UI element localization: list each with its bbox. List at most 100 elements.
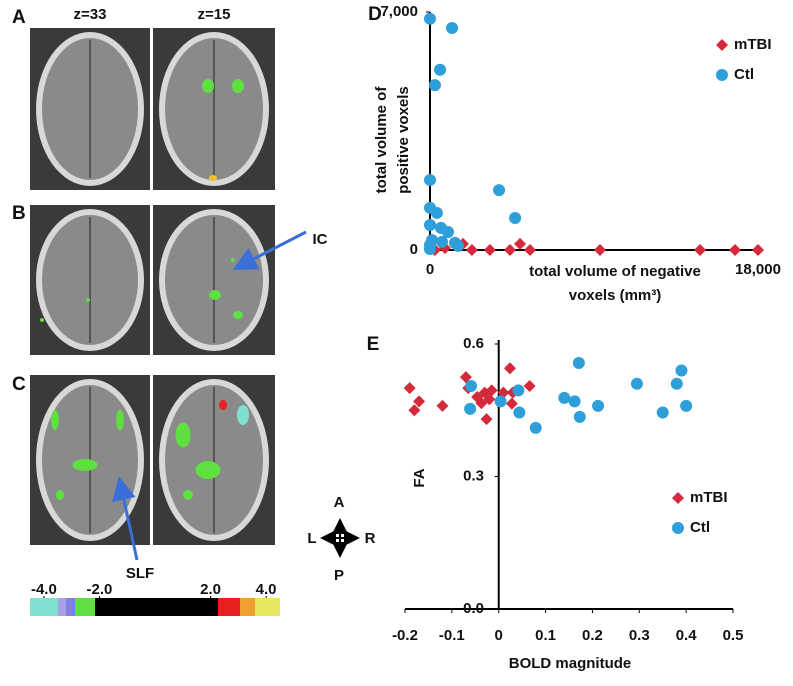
point (452, 239, 465, 252)
point (475, 397, 488, 410)
point (523, 379, 536, 392)
point (592, 399, 605, 412)
colorbar-tick-label: 2.0 (200, 581, 221, 598)
x-axis-label: voxels (mm³) (569, 287, 662, 304)
point (509, 212, 522, 225)
point (573, 410, 586, 423)
orientation: P (334, 567, 344, 584)
y-tick-label: 7,000 (380, 3, 418, 20)
point (594, 244, 607, 256)
point (675, 364, 688, 377)
y-tick-label: 0.3 (463, 467, 484, 484)
activation (232, 79, 244, 93)
x-tick-label: 0 (426, 261, 434, 278)
activation (116, 410, 124, 430)
point (529, 421, 542, 434)
brain-slice (30, 28, 150, 190)
x-tick-label: 0.3 (629, 627, 650, 644)
point (424, 173, 436, 186)
point (572, 356, 585, 369)
slice-label: z=33 (74, 6, 107, 23)
point (524, 244, 537, 256)
legend-marker (716, 69, 728, 81)
point (413, 395, 426, 408)
activation (209, 175, 217, 181)
point (694, 244, 707, 256)
activation (40, 318, 44, 322)
point (428, 79, 441, 92)
point (512, 384, 525, 397)
point (436, 235, 449, 248)
point (464, 402, 477, 415)
activation (86, 298, 90, 302)
orientation: L (307, 530, 316, 547)
point (494, 395, 507, 408)
point (752, 244, 764, 256)
point (442, 225, 455, 238)
point (424, 242, 436, 255)
x-axis-label: total volume of negative (529, 263, 701, 280)
legend-marker (672, 522, 684, 534)
activation (237, 405, 249, 425)
annotation: SLF (126, 565, 154, 582)
x-tick-label: 0.2 (582, 627, 603, 644)
brain-slice (30, 205, 150, 355)
panel-label: E (367, 334, 380, 355)
point (680, 399, 693, 412)
activation (72, 459, 98, 471)
point (459, 371, 472, 384)
point (434, 63, 447, 76)
x-tick-label: 0 (495, 627, 503, 644)
point (424, 219, 436, 232)
point (465, 379, 478, 392)
compass (320, 518, 360, 558)
point (558, 391, 571, 404)
panel-label: B (12, 203, 26, 224)
activation (202, 79, 214, 93)
point (505, 397, 518, 410)
brain-slice (153, 375, 275, 545)
panel-label: C (12, 374, 26, 395)
point (480, 413, 493, 426)
activation (175, 422, 191, 448)
y-tick-label: 0 (410, 241, 418, 258)
x-tick-label: -0.1 (439, 627, 465, 644)
legend-marker (672, 492, 684, 504)
point (436, 399, 449, 412)
legend-label: Ctl (690, 519, 710, 536)
x-tick-label: 0.1 (535, 627, 556, 644)
point (514, 237, 527, 250)
orientation: R (365, 530, 376, 547)
orientation: A (334, 494, 345, 511)
arrow (112, 476, 139, 561)
point (493, 184, 506, 197)
activation (233, 311, 243, 319)
point (483, 244, 496, 256)
x-tick-label: 0.4 (676, 627, 698, 644)
slice-label: z=15 (198, 6, 231, 23)
arrow (232, 230, 307, 270)
x-axis-label: BOLD magnitude (509, 655, 632, 672)
point (430, 206, 443, 219)
legend-label: Ctl (734, 66, 754, 83)
legend-label: mTBI (690, 489, 728, 506)
point (465, 244, 478, 256)
brain-slice (30, 375, 150, 545)
colorbar-tick-label: -2.0 (87, 581, 113, 598)
point (485, 384, 498, 397)
activation (209, 290, 221, 300)
activation (219, 400, 227, 410)
colorbar-tick-label: 4.0 (256, 581, 277, 598)
activation (51, 410, 59, 430)
panel-label: A (12, 7, 26, 28)
brain-slice (153, 28, 275, 190)
point (656, 406, 669, 419)
brain-images (30, 28, 275, 545)
activation (231, 258, 235, 262)
y-tick-label: 0.0 (463, 600, 484, 617)
point (424, 12, 436, 25)
annotation: IC (313, 231, 328, 248)
legend-label: mTBI (734, 36, 772, 53)
colorbar-tick-label: -4.0 (31, 581, 57, 598)
